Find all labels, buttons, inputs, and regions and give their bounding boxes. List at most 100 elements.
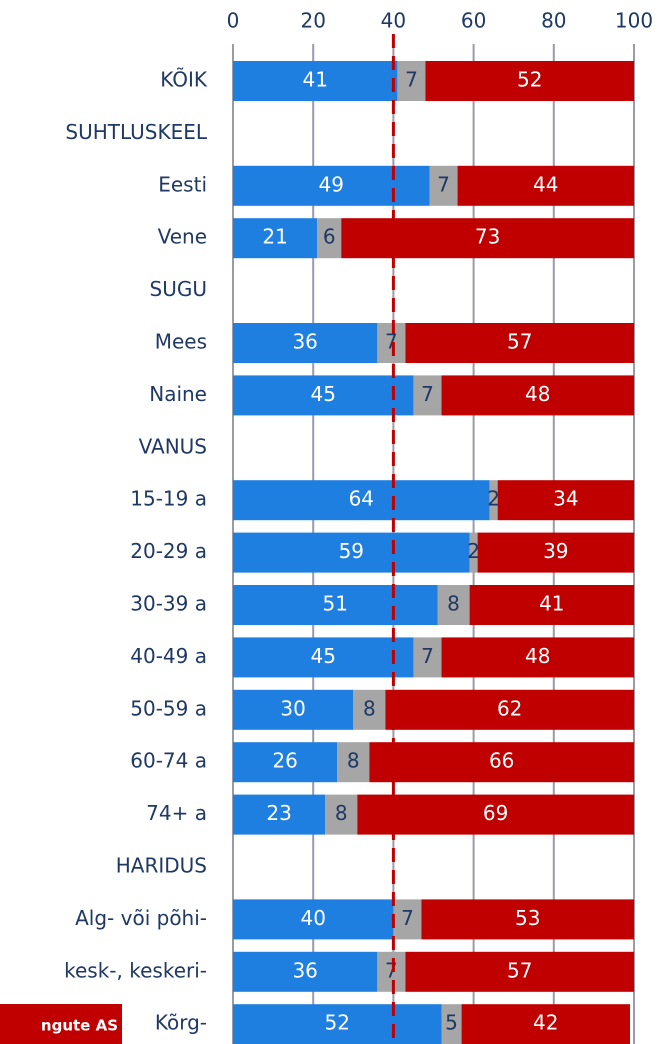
value-label: 64 — [349, 487, 374, 511]
y-tick-label: 60-74 a — [130, 749, 207, 773]
bar-segment — [377, 951, 406, 992]
y-tick-label: 20-29 a — [130, 539, 207, 563]
y-tick-label: Vene — [158, 225, 207, 249]
value-label: 41 — [302, 68, 327, 92]
value-label: 66 — [489, 749, 514, 773]
bar-segment — [393, 899, 422, 940]
bar-segment — [317, 218, 342, 259]
bar-segment — [413, 375, 442, 416]
value-label: 51 — [323, 592, 348, 616]
value-label: 53 — [515, 906, 540, 930]
value-label: 6 — [323, 225, 336, 249]
bar-segment — [233, 532, 470, 573]
value-label: 52 — [517, 68, 542, 92]
y-tick-label: Naine — [149, 382, 207, 406]
x-tick-label: 20 — [300, 9, 325, 33]
value-label: 44 — [533, 172, 558, 196]
bar-segment — [469, 532, 478, 573]
x-tick-label: 0 — [227, 9, 240, 33]
value-label: 69 — [483, 801, 508, 825]
bar-segment — [405, 323, 634, 363]
value-label: 41 — [539, 592, 564, 616]
value-label: 48 — [525, 382, 550, 406]
value-label: 23 — [266, 801, 291, 825]
value-label: 7 — [401, 906, 414, 930]
bar-segment — [425, 61, 634, 101]
bar-segment — [385, 689, 634, 730]
y-tick-label: SUGU — [150, 277, 207, 301]
value-label: 45 — [310, 382, 335, 406]
y-tick-label: SUHTLUSKEEL — [65, 120, 207, 144]
bar-segment — [233, 480, 490, 521]
bar-segment — [397, 61, 426, 101]
y-tick-label: kesk-, keskeri- — [64, 958, 207, 982]
value-label: 49 — [319, 172, 344, 196]
bar-segment — [233, 323, 378, 363]
bar-segment — [477, 532, 634, 573]
value-label: 8 — [347, 749, 360, 773]
bar-segment — [233, 899, 394, 940]
value-label: 40 — [300, 906, 325, 930]
value-label: 45 — [310, 644, 335, 668]
bar-segment — [441, 375, 634, 416]
value-label: 57 — [507, 330, 532, 354]
bar-segment — [421, 899, 634, 940]
logo-box — [0, 1004, 122, 1044]
value-label: 52 — [325, 1011, 350, 1035]
bar-segment — [429, 165, 458, 206]
bar-segment — [233, 689, 354, 730]
value-label: 7 — [405, 68, 418, 92]
value-label: 62 — [497, 696, 522, 720]
y-tick-label: KÕIK — [160, 68, 208, 92]
bar-segment — [233, 1004, 442, 1044]
bar-segment — [369, 742, 634, 783]
value-label: 2 — [487, 487, 500, 511]
value-label: 8 — [363, 696, 376, 720]
value-label: 30 — [280, 696, 305, 720]
y-tick-label: 74+ a — [146, 801, 207, 825]
x-tick-label: 40 — [381, 9, 406, 33]
bar-segment — [353, 689, 386, 730]
y-tick-label: Mees — [155, 330, 207, 354]
y-tick-label: Eesti — [158, 172, 207, 196]
value-label: 26 — [272, 749, 297, 773]
bar-segment — [469, 585, 634, 625]
bar-segment — [377, 323, 406, 363]
bar-segment — [441, 637, 634, 678]
value-label: 42 — [533, 1011, 558, 1035]
y-tick-label: VANUS — [139, 434, 207, 458]
value-label: 8 — [447, 592, 460, 616]
bar-segment — [441, 1004, 462, 1044]
value-label: 7 — [385, 958, 398, 982]
y-tick-label: Kõrg- — [155, 1011, 207, 1035]
value-label: 7 — [437, 172, 450, 196]
y-tick-label: 50-59 a — [130, 696, 207, 720]
bar-segment — [233, 61, 398, 101]
bar-segment — [233, 165, 430, 206]
value-label: 7 — [421, 382, 434, 406]
x-tick-label: 100 — [615, 9, 653, 33]
y-tick-label: Alg- või põhi- — [75, 906, 207, 930]
logo-text: ngute AS — [41, 1017, 118, 1035]
bar-segment — [437, 585, 470, 625]
value-label: 73 — [475, 225, 500, 249]
bar-segment — [357, 794, 634, 835]
value-label: 57 — [507, 958, 532, 982]
bar-segment — [233, 218, 318, 259]
x-tick-label: 60 — [461, 9, 486, 33]
value-label: 36 — [292, 958, 317, 982]
bar-segment — [233, 585, 438, 625]
value-label: 39 — [543, 539, 568, 563]
bar-segment — [325, 794, 358, 835]
bar-segment — [233, 375, 414, 416]
value-label: 36 — [292, 330, 317, 354]
value-label: 7 — [421, 644, 434, 668]
y-tick-label: 40-49 a — [130, 644, 207, 668]
bar-segment — [233, 794, 326, 835]
bar-segment — [405, 951, 634, 992]
bar-segment — [233, 742, 338, 783]
value-label: 2 — [467, 539, 480, 563]
bar-segment — [461, 1004, 630, 1044]
value-label: 8 — [335, 801, 348, 825]
value-label: 7 — [385, 330, 398, 354]
